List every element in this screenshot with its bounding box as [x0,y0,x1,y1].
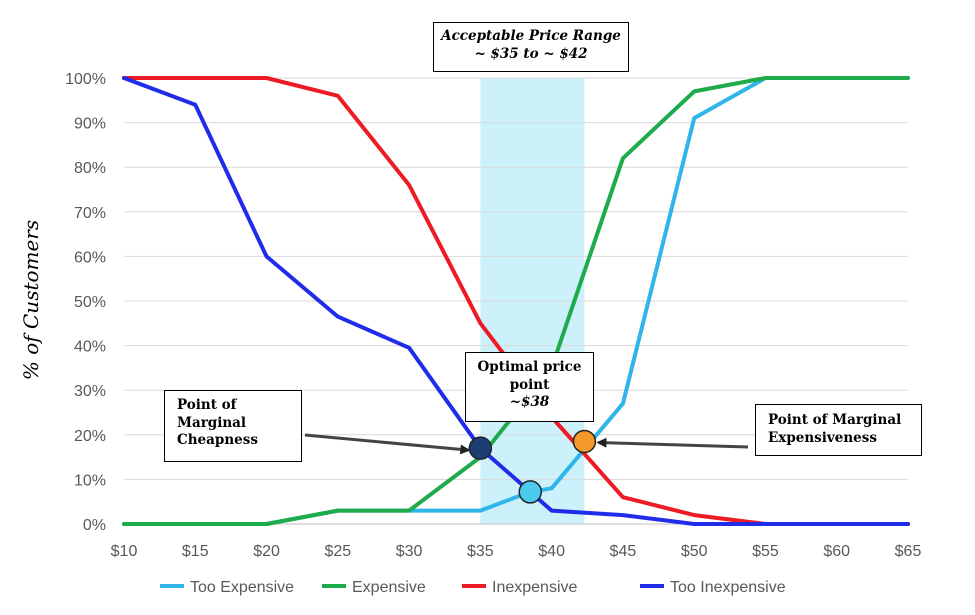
x-tick-label: $65 [895,543,922,560]
x-tick-label: $45 [610,543,637,560]
optimal-price-line-3: ~$38 [509,394,550,411]
cheapness-arrow [304,433,471,455]
y-tick-label: 60% [74,249,106,266]
acceptable-range-title: Acceptable Price Range [441,28,621,44]
optimal-price-line-1: Optimal price [477,359,582,375]
y-tick-label: 90% [74,116,106,133]
y-tick-label: 20% [74,428,106,445]
optimal-price-line-2: point [509,376,550,393]
x-tick-label: $40 [538,543,565,560]
optimal-price-point-marker [518,480,543,504]
acceptable-range-subtitle: ~ $35 to ~ $42 [474,45,588,62]
marginal-cheapness-line-1: Point of [177,397,237,413]
y-tick-label: 10% [74,472,106,489]
marginal-expensiveness-callout: Point of Marginal Expensiveness [755,404,922,456]
y-tick-label: 50% [74,294,106,311]
legend-label: Too Inexpensive [670,579,786,596]
acceptable-range-callout: Acceptable Price Range ~ $35 to ~ $42 [433,22,629,72]
optimal-price-callout: Optimal price point ~$38 [465,352,594,422]
y-tick-label: 40% [74,339,106,356]
y-axis-label: % of Customers [19,220,43,380]
marginal-expensiveness-line-1: Point of Marginal [768,412,902,428]
x-tick-label: $10 [111,543,138,560]
x-tick-label: $20 [253,543,280,560]
point-of-marginal-cheapness-marker [468,436,493,460]
y-tick-label: 80% [74,160,106,177]
marginal-cheapness-line-3: Cheapness [177,432,258,449]
x-tick-label: $55 [752,543,779,560]
x-tick-label: $35 [467,543,494,560]
legend-label: Expensive [352,579,426,596]
marginal-cheapness-callout: Point of Marginal Cheapness [164,390,302,462]
x-tick-label: $25 [324,543,351,560]
legend-label: Too Expensive [190,579,294,596]
y-tick-label: 70% [74,205,106,222]
y-tick-label: 100% [65,71,106,88]
legend-label: Inexpensive [492,579,577,596]
x-tick-label: $50 [681,543,708,560]
marginal-cheapness-line-2: Marginal [177,414,247,431]
x-tick-label: $30 [396,543,423,560]
y-tick-label: 30% [74,383,106,400]
marginal-expensiveness-line-2: Expensiveness [768,429,877,446]
x-tick-label: $60 [823,543,850,560]
y-tick-label: 0% [83,517,106,534]
expensiveness-arrow [596,437,749,449]
point-of-marginal-expensiveness-marker [572,429,597,454]
x-tick-label: $15 [182,543,209,560]
